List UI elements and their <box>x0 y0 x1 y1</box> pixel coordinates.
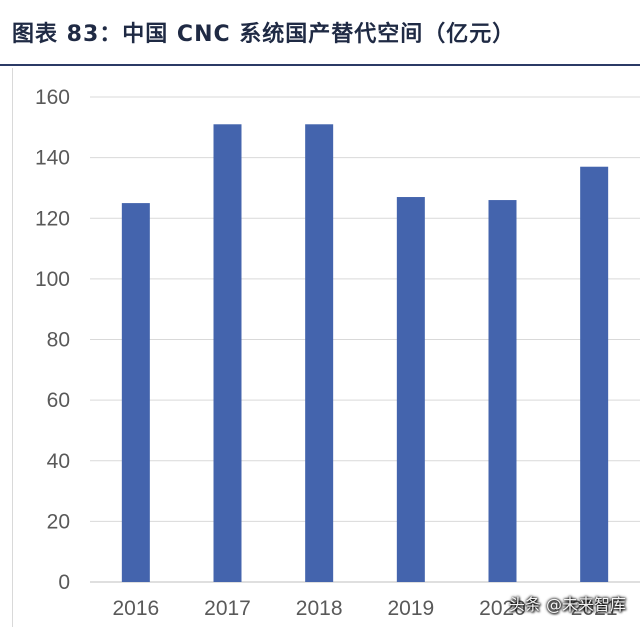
y-tick-label: 80 <box>47 329 70 352</box>
y-tick-label: 100 <box>35 268 70 291</box>
x-tick-label: 2016 <box>112 597 159 620</box>
bar-2021 <box>580 166 609 582</box>
bar-2020 <box>488 200 517 582</box>
x-tick-label: 2017 <box>204 597 251 620</box>
chart-header: 图表 83：中国 CNC 系统国产替代空间（亿元） <box>0 0 640 64</box>
x-tick-label: 2018 <box>296 597 343 620</box>
watermark: 头条 @未来智库 <box>508 595 626 614</box>
y-axis-ticks: 0 20 40 60 80 100 120 140 160 <box>35 86 70 594</box>
bar-2019 <box>396 197 425 582</box>
y-tick-label: 60 <box>47 389 70 412</box>
x-tick-label: 2021 <box>571 597 618 620</box>
y-tick-label: 40 <box>47 450 70 473</box>
y-tick-label: 20 <box>47 510 70 533</box>
y-tick-label: 140 <box>35 147 70 170</box>
gridlines <box>90 96 640 583</box>
x-tick-label: 2019 <box>387 597 434 620</box>
y-tick-label: 120 <box>35 207 70 230</box>
bar-2016 <box>121 203 150 582</box>
x-axis-ticks: 2016 2017 2018 2019 2020 2021 <box>112 597 617 620</box>
bar-2018 <box>305 124 334 582</box>
header-divider <box>0 64 640 66</box>
chart-title: 图表 83：中国 CNC 系统国产替代空间（亿元） <box>12 22 516 47</box>
y-tick-label: 160 <box>35 86 70 109</box>
bars <box>121 124 609 582</box>
y-tick-label: 0 <box>58 571 70 594</box>
x-tick-label: 2020 <box>479 597 526 620</box>
bar-2017 <box>213 124 242 582</box>
